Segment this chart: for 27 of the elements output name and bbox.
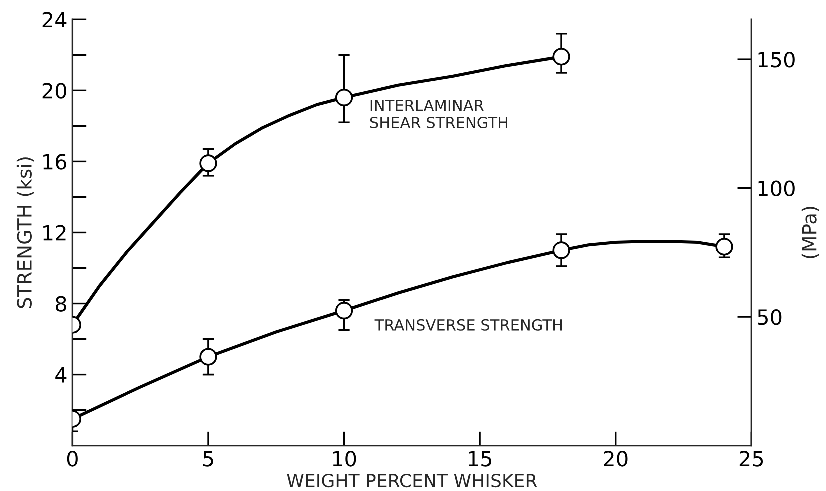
point [552, 242, 570, 260]
y2-tick-label: 150 [758, 52, 795, 68]
y-tick-label: 24 [42, 12, 67, 28]
y2-axis-title: (MPa) [802, 207, 820, 258]
y-tick-label: 12 [44, 225, 66, 241]
x-tick-label: 20 [604, 451, 628, 467]
point [716, 238, 734, 256]
y-tick-label: 8 [56, 296, 66, 312]
point [200, 348, 218, 366]
point [552, 48, 570, 66]
y-tick-label: 4 [56, 368, 67, 383]
y-axis-title: STRENGTH (ksi) [16, 158, 34, 308]
x-tick-label: 5 [203, 451, 214, 467]
x-tick-label: 0 [67, 451, 78, 467]
x-tick-label: 15 [469, 451, 492, 467]
point [335, 88, 354, 107]
point [200, 154, 218, 172]
y-tick-label: 16 [44, 154, 67, 170]
y2-tick-label: 50 [758, 310, 782, 326]
annotation: TRANSVERSE STRENGTH [374, 319, 562, 331]
annotation: INTERLAMINAR SHEAR STRENGTH [370, 100, 508, 129]
x-tick-label: 25 [740, 451, 764, 467]
point [335, 302, 354, 320]
y-tick-label: 20 [42, 83, 66, 99]
y2-tick-label: 100 [758, 180, 795, 197]
x-axis-title: WEIGHT PERCENT WHISKER [287, 474, 538, 488]
x-tick-label: 10 [333, 451, 356, 467]
